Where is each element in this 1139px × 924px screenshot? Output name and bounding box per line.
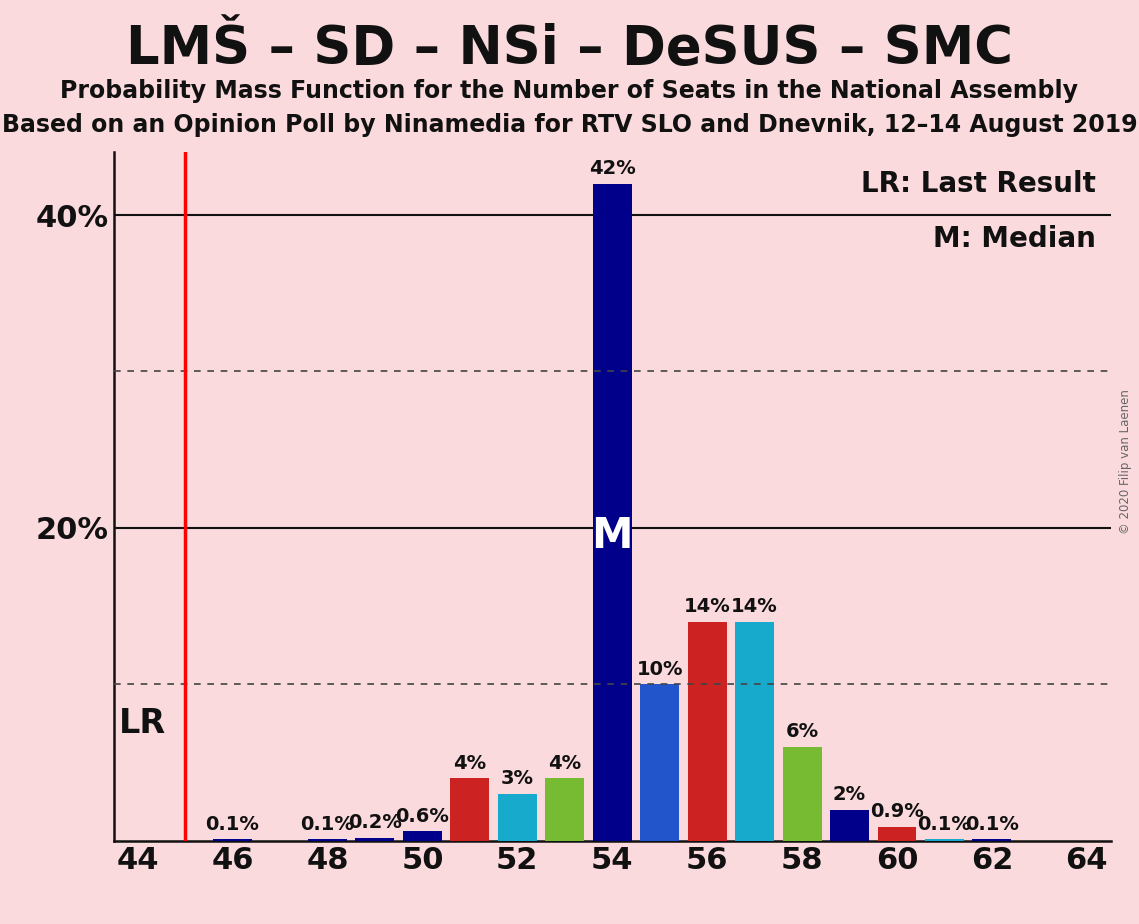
Bar xyxy=(355,838,394,841)
Text: LR: LR xyxy=(118,707,166,740)
Bar xyxy=(925,839,964,841)
Text: 0.1%: 0.1% xyxy=(918,815,972,833)
Text: LR: Last Result: LR: Last Result xyxy=(861,170,1096,198)
Text: M: M xyxy=(591,515,633,557)
Bar xyxy=(640,685,679,841)
Bar xyxy=(830,809,869,841)
Text: 42%: 42% xyxy=(589,159,636,178)
Text: Based on an Opinion Poll by Ninamedia for RTV SLO and Dnevnik, 12–14 August 2019: Based on an Opinion Poll by Ninamedia fo… xyxy=(1,113,1138,137)
Text: 0.1%: 0.1% xyxy=(965,815,1018,833)
Text: 4%: 4% xyxy=(453,754,486,772)
Bar xyxy=(308,839,347,841)
Bar xyxy=(403,832,442,841)
Bar xyxy=(688,622,727,841)
Bar xyxy=(973,839,1011,841)
Text: 0.1%: 0.1% xyxy=(206,815,260,833)
Text: 10%: 10% xyxy=(637,660,683,679)
Bar xyxy=(546,778,584,841)
Text: 2%: 2% xyxy=(833,785,866,804)
Text: 0.1%: 0.1% xyxy=(301,815,354,833)
Text: LMŠ – SD – NSi – DeSUS – SMC: LMŠ – SD – NSi – DeSUS – SMC xyxy=(126,23,1013,75)
Bar xyxy=(498,794,536,841)
Bar xyxy=(450,778,490,841)
Bar xyxy=(213,839,252,841)
Text: M: Median: M: Median xyxy=(933,225,1096,253)
Bar xyxy=(592,184,632,841)
Text: Probability Mass Function for the Number of Seats in the National Assembly: Probability Mass Function for the Number… xyxy=(60,79,1079,103)
Text: 14%: 14% xyxy=(683,597,730,616)
Text: 0.6%: 0.6% xyxy=(395,807,449,826)
Bar xyxy=(735,622,775,841)
Text: 0.9%: 0.9% xyxy=(870,802,924,821)
Bar xyxy=(877,827,917,841)
Bar xyxy=(782,747,821,841)
Text: 0.2%: 0.2% xyxy=(349,813,402,833)
Text: 6%: 6% xyxy=(786,723,819,741)
Text: 3%: 3% xyxy=(501,770,534,788)
Text: 4%: 4% xyxy=(548,754,581,772)
Text: © 2020 Filip van Laenen: © 2020 Filip van Laenen xyxy=(1120,390,1132,534)
Text: 14%: 14% xyxy=(731,597,778,616)
